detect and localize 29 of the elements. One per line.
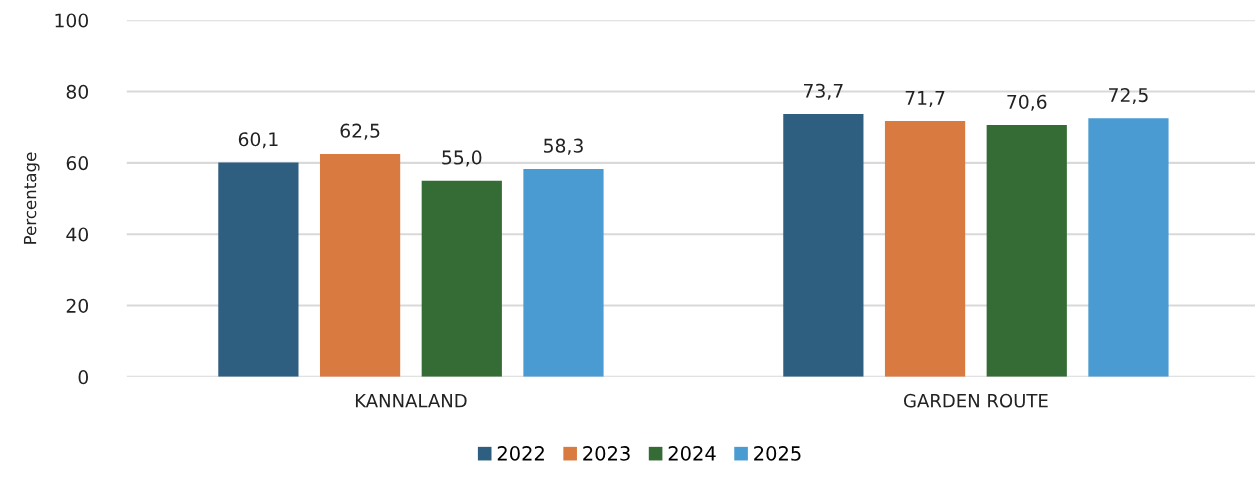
y-tick-label: 80: [66, 84, 89, 99]
y-tick-label: 100: [55, 13, 89, 28]
y-tick-label: 60: [66, 156, 89, 171]
data-label: 70,6: [1007, 94, 1047, 111]
bar: [319, 153, 401, 377]
legend-label: 2023: [583, 446, 630, 461]
data-label: 58,3: [544, 138, 583, 155]
legend-label: 2025: [754, 446, 801, 461]
bar: [523, 168, 604, 377]
data-label: 73,7: [804, 83, 843, 100]
bar: [884, 121, 966, 377]
data-label: 72,5: [1109, 87, 1148, 105]
bar: [421, 180, 502, 377]
data-label: 62,5: [340, 123, 380, 140]
bar: [986, 125, 1067, 377]
legend-label: 2022: [497, 446, 544, 461]
data-label: 71,7: [905, 91, 945, 107]
x-tick-label: KANNALAND: [355, 394, 467, 408]
bar: [783, 113, 864, 377]
y-tick-label: 0: [78, 370, 89, 385]
legend-label: 2024: [668, 446, 716, 461]
x-tick-label: GARDEN ROUTE: [903, 393, 1048, 408]
y-tick-label: 40: [66, 227, 89, 242]
y-tick-label: 20: [66, 298, 89, 313]
y-axis-title: Percentage: [23, 152, 40, 244]
data-label: 60,1: [238, 132, 278, 149]
bar: [1088, 118, 1169, 377]
data-label: 55,0: [442, 150, 482, 167]
bar: [218, 162, 299, 377]
